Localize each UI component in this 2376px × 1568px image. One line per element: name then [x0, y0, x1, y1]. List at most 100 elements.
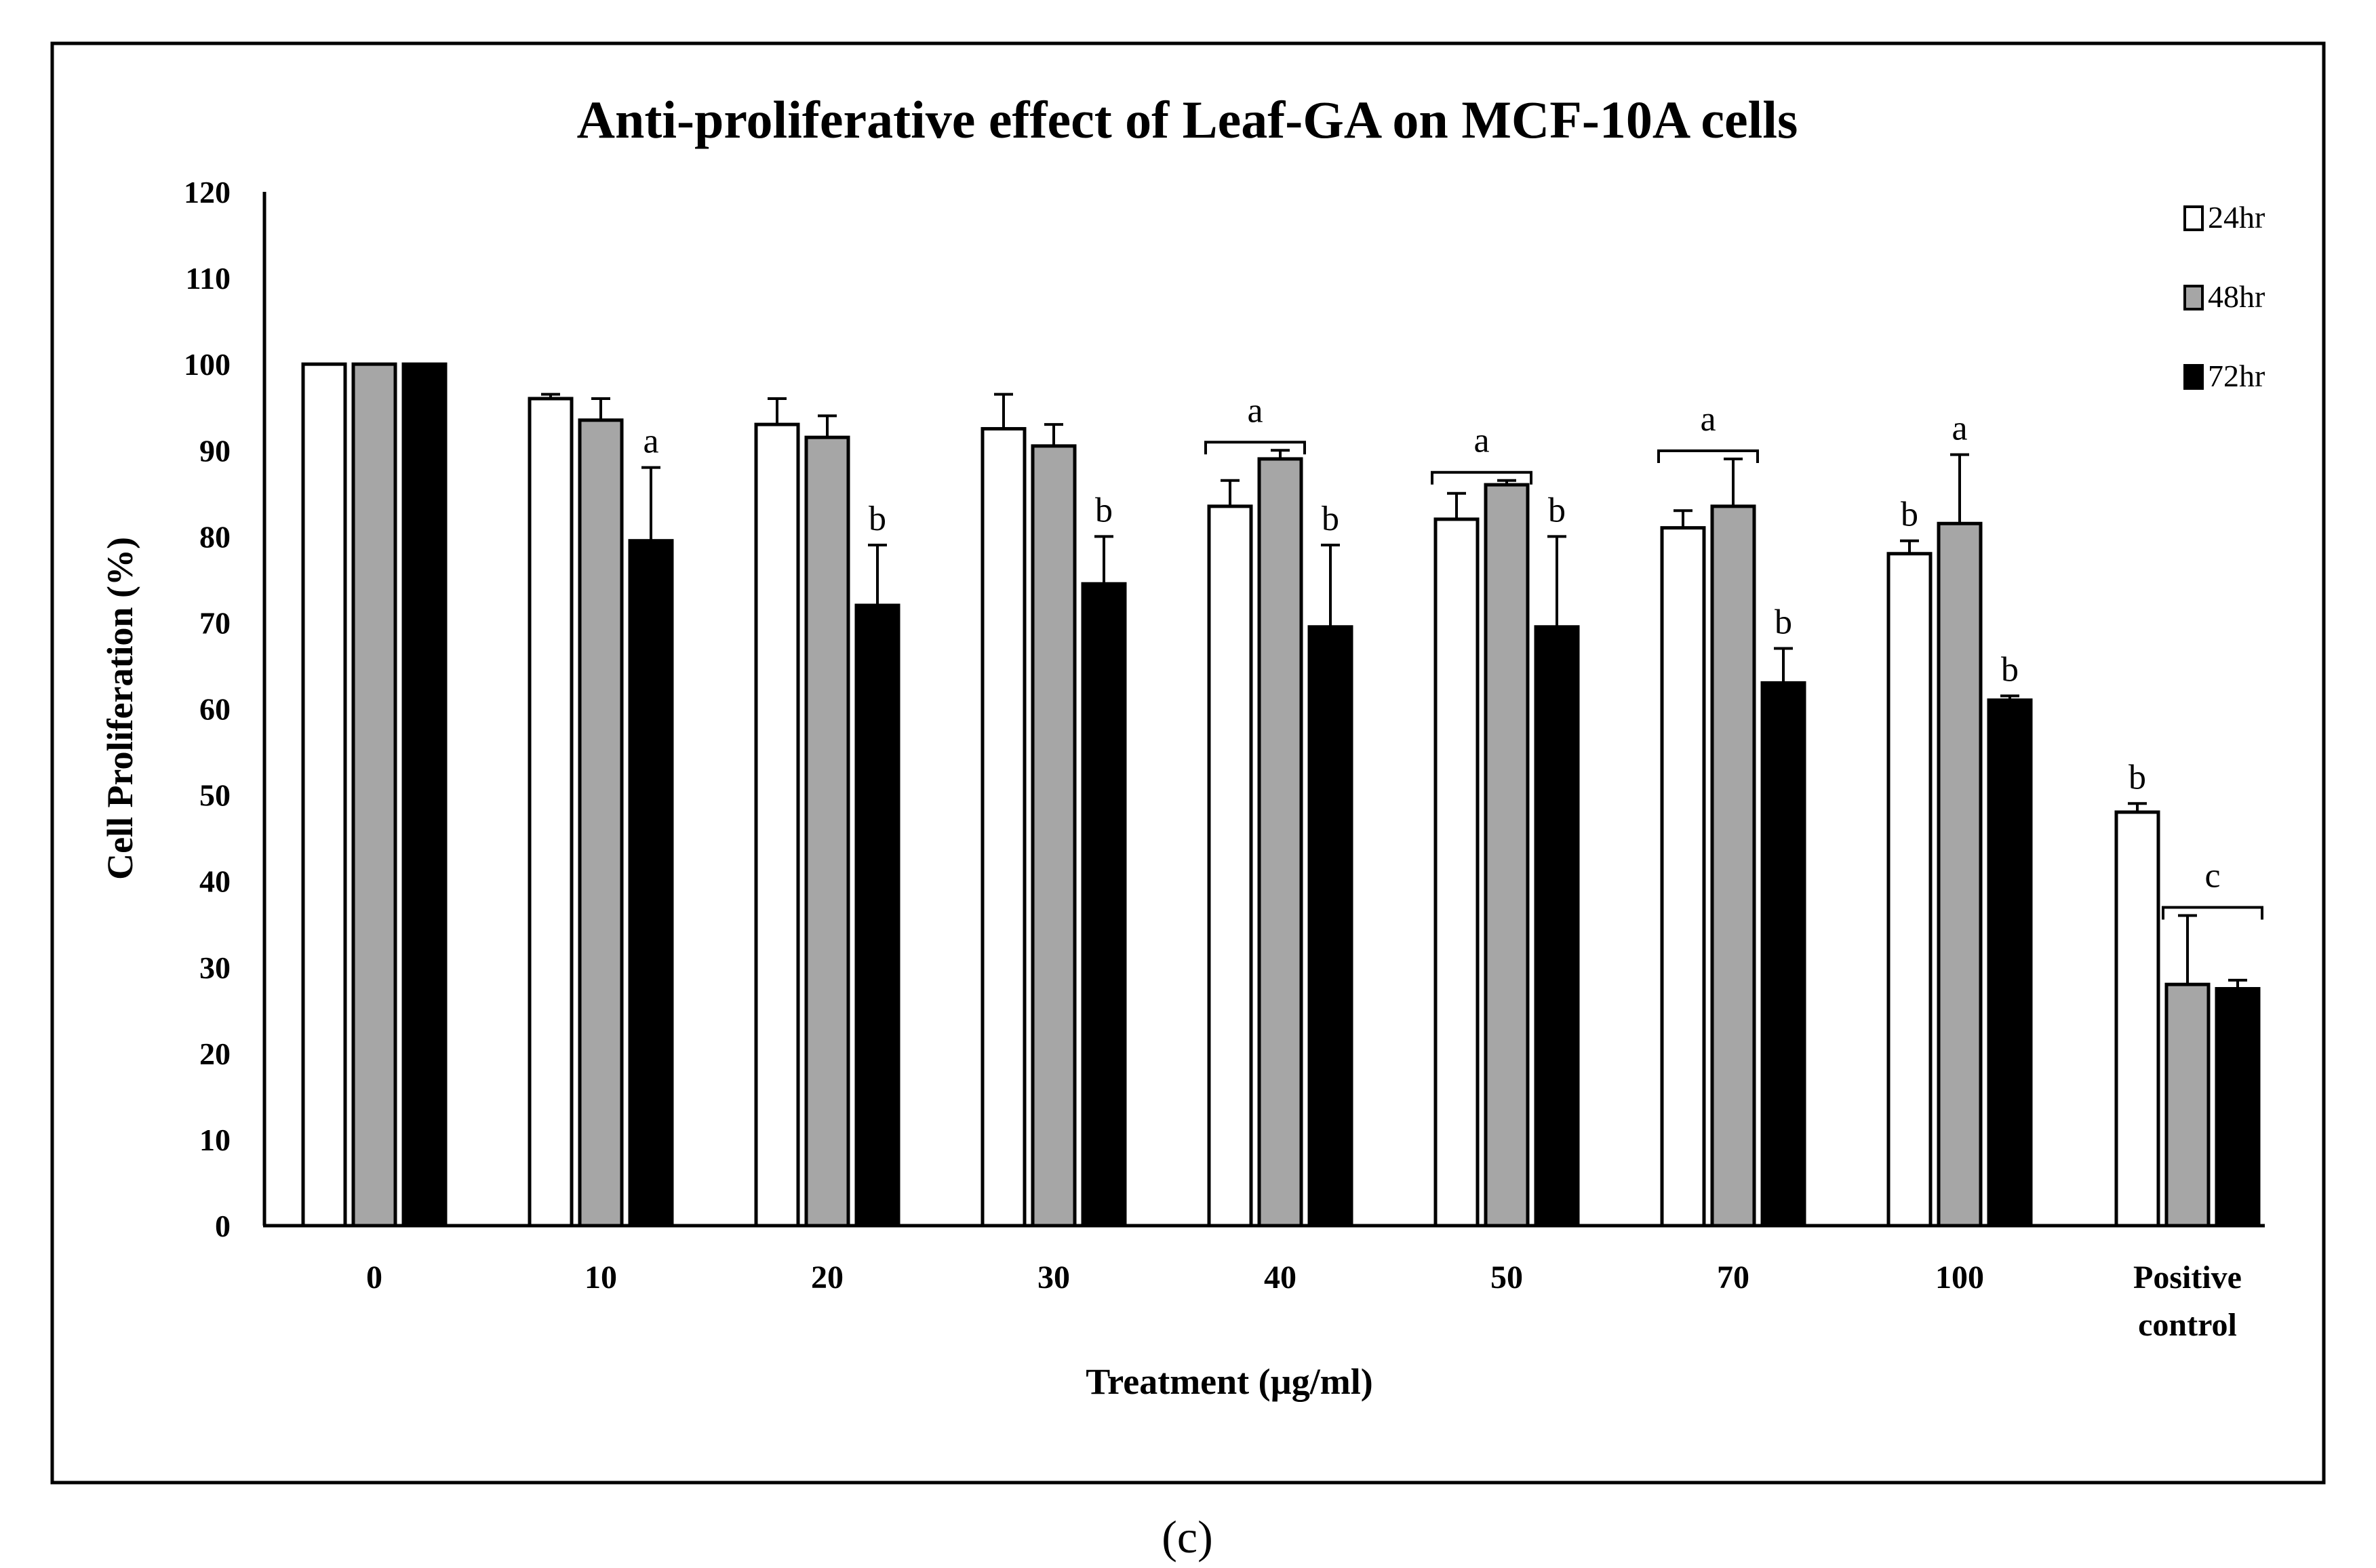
bar-72hr-20 [854, 603, 900, 1228]
legend-label-24hr: 24hr [2208, 200, 2265, 235]
significance-letter: b [1095, 491, 1113, 529]
y-tick-label: 70 [199, 605, 231, 640]
bar-72hr-0 [401, 362, 448, 1228]
bar-72hr-70 [1760, 681, 1806, 1228]
x-tick-label: 30 [1037, 1260, 1070, 1295]
legend-label-48hr: 48hr [2208, 279, 2265, 314]
significance-bracket [2162, 906, 2263, 920]
significance-letter: a [643, 422, 658, 461]
x-axis-ticks: 0 10 20 30 40 50 70 100 Positive control [366, 1260, 2242, 1343]
bar-48hr-40 [1257, 457, 1303, 1228]
legend-label-72hr: 72hr [2208, 359, 2265, 393]
y-tick-label: 80 [199, 519, 231, 554]
bar-48hr-70 [1710, 504, 1756, 1228]
bar-48hr-100 [1937, 521, 1983, 1228]
error-bar [1900, 539, 1919, 554]
bar-72hr-40 [1307, 625, 1353, 1228]
significance-annotations: a b b a b a b a b b a b b c [643, 391, 2263, 920]
error-bar [1044, 423, 1063, 446]
bar-72hr-100 [1987, 698, 2033, 1228]
bar-72hr-10 [628, 539, 674, 1228]
y-axis-label: Cell Proliferation (%) [100, 537, 140, 880]
y-tick-label: 40 [199, 864, 231, 899]
legend: 24hr 48hr 72hr [2183, 200, 2265, 393]
significance-letter: b [2001, 650, 2019, 689]
chart-title: Anti-proliferative effect of Leaf-GA on … [577, 90, 1798, 149]
x-tick-label: 0 [366, 1260, 382, 1295]
y-tick-label: 120 [184, 175, 231, 209]
error-bar [591, 397, 610, 420]
error-bar [1321, 544, 1340, 627]
bar-48hr-20 [804, 435, 850, 1228]
significance-letter: b [1901, 496, 1918, 534]
bar-24hr-70 [1660, 526, 1706, 1228]
x-tick-label: 40 [1264, 1260, 1296, 1295]
bar-24hr-100 [1886, 552, 1933, 1228]
x-tick-label: control [2138, 1307, 2237, 1343]
x-axis-label: Treatment (µg/ml) [1086, 1361, 1372, 1402]
significance-letter: b [2128, 758, 2146, 797]
bar-24hr-Positive-control [2114, 810, 2160, 1228]
significance-letter: b [1548, 491, 1566, 529]
figure-label: (c) [1162, 1511, 1212, 1563]
error-bar [2178, 914, 2197, 985]
error-bar [994, 393, 1013, 429]
bar-48hr-Positive-control [2164, 982, 2211, 1228]
y-axis-ticks: 0 10 20 30 40 50 60 70 80 90 100 110 120 [184, 175, 231, 1243]
bar-24hr-10 [528, 397, 574, 1228]
error-bar [541, 393, 560, 399]
significance-letter: b [869, 500, 886, 538]
y-tick-label: 50 [199, 778, 231, 813]
error-bars [541, 393, 2247, 989]
significance-bracket [1431, 470, 1532, 485]
legend-swatch-72hr [2183, 364, 2204, 390]
significance-letter: a [1473, 422, 1489, 460]
y-tick-label: 30 [199, 950, 231, 985]
error-bar [1497, 479, 1516, 485]
error-bar [641, 466, 660, 541]
error-bar [768, 397, 787, 425]
bar-24hr-30 [981, 426, 1027, 1228]
legend-swatch-48hr [2183, 285, 2204, 310]
bar-72hr-Positive-control [2215, 987, 2261, 1228]
significance-letter: a [1952, 409, 1967, 448]
x-tick-label: 20 [811, 1260, 844, 1295]
y-tick-label: 60 [199, 692, 231, 727]
y-tick-label: 10 [199, 1123, 231, 1157]
error-bar [2128, 802, 2147, 812]
bar-72hr-30 [1081, 582, 1127, 1228]
significance-letter: b [1322, 500, 1339, 538]
significance-bracket [1657, 449, 1759, 463]
y-tick-label: 20 [199, 1037, 231, 1071]
x-tick-label: 70 [1717, 1260, 1749, 1295]
error-bar [1547, 535, 1566, 627]
bar-72hr-50 [1534, 625, 1580, 1228]
x-tick-label: 10 [585, 1260, 617, 1295]
bar-48hr-0 [351, 362, 397, 1228]
significance-letter: a [1700, 400, 1716, 439]
x-tick-label: 100 [1935, 1260, 1984, 1295]
significance-bracket [1204, 441, 1306, 455]
bar-24hr-40 [1207, 504, 1253, 1228]
significance-letter: a [1247, 391, 1263, 430]
significance-letter: b [1775, 603, 1792, 642]
bar-48hr-30 [1031, 444, 1077, 1228]
error-bar [1094, 535, 1113, 584]
bar-24hr-0 [301, 362, 347, 1228]
y-tick-label: 90 [199, 433, 231, 468]
error-bar [1950, 453, 1969, 524]
error-bar [1774, 647, 1793, 683]
bar-48hr-50 [1484, 483, 1530, 1228]
x-tick-label: 50 [1490, 1260, 1523, 1295]
significance-letter: c [2204, 857, 2220, 896]
y-tick-label: 0 [215, 1209, 231, 1243]
error-bar [2228, 978, 2247, 989]
legend-swatch-24hr [2183, 205, 2204, 231]
error-bar [1447, 491, 1466, 519]
error-bar [1674, 509, 1692, 528]
error-bar [1271, 449, 1290, 459]
error-bar [1724, 457, 1743, 506]
error-bar [2000, 694, 2019, 700]
error-bar [818, 414, 837, 438]
